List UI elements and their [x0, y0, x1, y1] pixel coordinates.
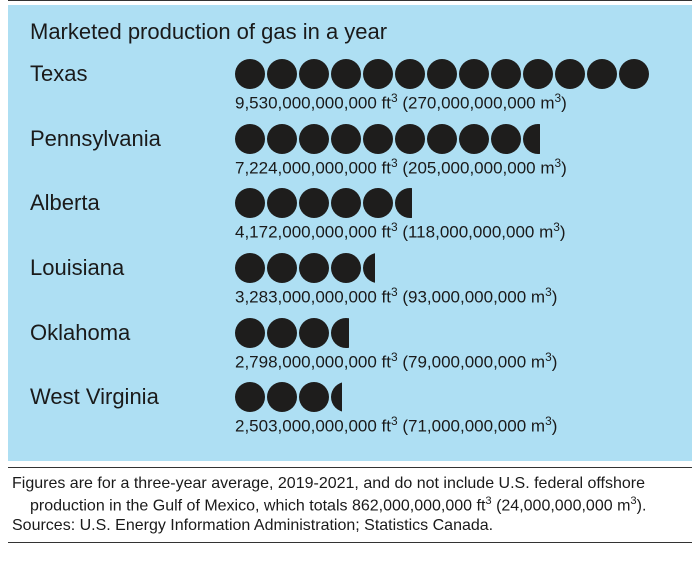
dot-icon — [299, 382, 329, 412]
row-value: 3,283,000,000,000 ft3 (93,000,000,000 m3… — [235, 285, 674, 308]
row-data: 4,172,000,000,000 ft3 (118,000,000,000 m… — [235, 188, 674, 243]
dot-icon — [235, 188, 265, 218]
pictogram-dots — [235, 188, 674, 218]
footnotes: Figures are for a three-year average, 20… — [12, 474, 688, 536]
dot-icon — [235, 253, 265, 283]
row-label: Pennsylvania — [30, 124, 235, 152]
row-label: Louisiana — [30, 253, 235, 281]
row-label: Oklahoma — [30, 318, 235, 346]
footnote-line1: Figures are for a three-year average, 20… — [12, 474, 688, 494]
data-row: Louisiana3,283,000,000,000 ft3 (93,000,0… — [30, 253, 674, 308]
footnote-line2: production in the Gulf of Mexico, which … — [12, 494, 688, 516]
dot-icon — [587, 59, 617, 89]
dot-icon — [331, 59, 361, 89]
dot-icon — [235, 59, 265, 89]
dot-icon — [331, 253, 361, 283]
row-value: 2,798,000,000,000 ft3 (79,000,000,000 m3… — [235, 350, 674, 373]
dot-icon — [619, 59, 649, 89]
footnote-sources: Sources: U.S. Energy Information Adminis… — [12, 516, 688, 536]
dot-icon — [491, 124, 521, 154]
dot-partial-icon — [331, 318, 349, 348]
dot-icon — [459, 59, 489, 89]
dot-icon — [299, 253, 329, 283]
dot-icon — [427, 59, 457, 89]
row-label: Alberta — [30, 188, 235, 216]
dot-icon — [299, 188, 329, 218]
bottom-rule — [8, 542, 692, 543]
row-value: 7,224,000,000,000 ft3 (205,000,000,000 m… — [235, 156, 674, 179]
dot-icon — [299, 124, 329, 154]
dot-icon — [395, 124, 425, 154]
panel-title: Marketed production of gas in a year — [30, 19, 674, 45]
row-value: 4,172,000,000,000 ft3 (118,000,000,000 m… — [235, 220, 674, 243]
dot-icon — [235, 318, 265, 348]
figure-container: Marketed production of gas in a year Tex… — [0, 0, 700, 543]
pictogram-dots — [235, 59, 674, 89]
dot-icon — [267, 188, 297, 218]
dot-partial-icon — [331, 382, 342, 412]
dot-icon — [555, 59, 585, 89]
pictogram-dots — [235, 318, 674, 348]
row-data: 9,530,000,000,000 ft3 (270,000,000,000 m… — [235, 59, 674, 114]
row-data: 2,503,000,000,000 ft3 (71,000,000,000 m3… — [235, 382, 674, 437]
rows-container: Texas9,530,000,000,000 ft3 (270,000,000,… — [30, 59, 674, 437]
dot-icon — [363, 124, 393, 154]
data-row: Pennsylvania7,224,000,000,000 ft3 (205,0… — [30, 124, 674, 179]
dot-partial-icon — [363, 253, 375, 283]
dot-icon — [363, 59, 393, 89]
data-row: Texas9,530,000,000,000 ft3 (270,000,000,… — [30, 59, 674, 114]
dot-partial-icon — [395, 188, 412, 218]
dot-icon — [267, 318, 297, 348]
dot-icon — [235, 382, 265, 412]
row-data: 7,224,000,000,000 ft3 (205,000,000,000 m… — [235, 124, 674, 179]
row-value: 2,503,000,000,000 ft3 (71,000,000,000 m3… — [235, 414, 674, 437]
dot-icon — [363, 188, 393, 218]
data-panel: Marketed production of gas in a year Tex… — [8, 5, 692, 461]
row-value: 9,530,000,000,000 ft3 (270,000,000,000 m… — [235, 91, 674, 114]
pictogram-dots — [235, 382, 674, 412]
dot-icon — [523, 59, 553, 89]
row-data: 3,283,000,000,000 ft3 (93,000,000,000 m3… — [235, 253, 674, 308]
dot-icon — [459, 124, 489, 154]
dot-icon — [331, 124, 361, 154]
data-row: Oklahoma2,798,000,000,000 ft3 (79,000,00… — [30, 318, 674, 373]
data-row: Alberta4,172,000,000,000 ft3 (118,000,00… — [30, 188, 674, 243]
dot-icon — [267, 124, 297, 154]
dot-icon — [331, 188, 361, 218]
dot-icon — [491, 59, 521, 89]
row-label: West Virginia — [30, 382, 235, 410]
dot-icon — [395, 59, 425, 89]
pictogram-dots — [235, 253, 674, 283]
dot-icon — [299, 318, 329, 348]
pictogram-dots — [235, 124, 674, 154]
mid-rule — [8, 467, 692, 468]
dot-icon — [299, 59, 329, 89]
row-label: Texas — [30, 59, 235, 87]
data-row: West Virginia2,503,000,000,000 ft3 (71,0… — [30, 382, 674, 437]
top-rule — [8, 0, 692, 1]
dot-icon — [267, 59, 297, 89]
dot-partial-icon — [523, 124, 540, 154]
dot-icon — [267, 253, 297, 283]
dot-icon — [235, 124, 265, 154]
row-data: 2,798,000,000,000 ft3 (79,000,000,000 m3… — [235, 318, 674, 373]
dot-icon — [267, 382, 297, 412]
dot-icon — [427, 124, 457, 154]
